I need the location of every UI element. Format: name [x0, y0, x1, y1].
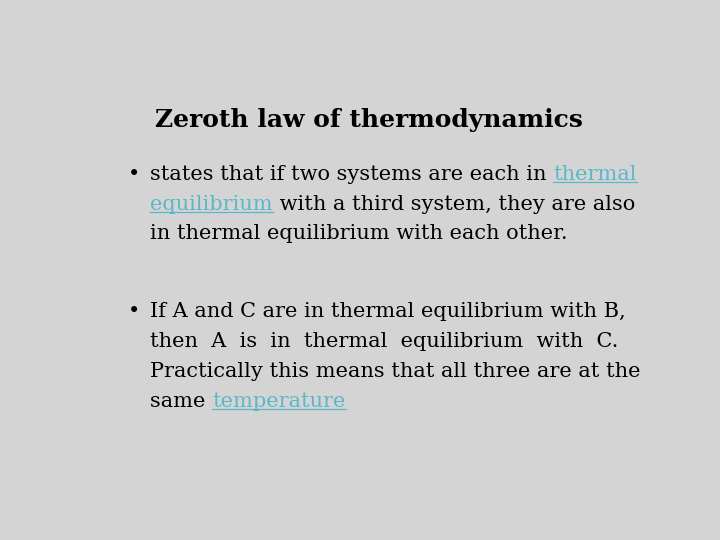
Text: equilibrium: equilibrium: [150, 194, 273, 213]
Text: with a third system, they are also: with a third system, they are also: [273, 194, 635, 213]
Text: temperature: temperature: [212, 392, 346, 410]
Text: Practically this means that all three are at the: Practically this means that all three ar…: [150, 362, 641, 381]
Text: thermal: thermal: [554, 165, 637, 184]
Text: states that if two systems are each in: states that if two systems are each in: [150, 165, 554, 184]
Text: •: •: [128, 165, 140, 184]
Text: same: same: [150, 392, 212, 410]
Text: Zeroth law of thermodynamics: Zeroth law of thermodynamics: [155, 109, 583, 132]
Text: in thermal equilibrium with each other.: in thermal equilibrium with each other.: [150, 225, 568, 244]
Text: •: •: [128, 302, 140, 321]
Text: If A and C are in thermal equilibrium with B,: If A and C are in thermal equilibrium wi…: [150, 302, 626, 321]
Text: then  A  is  in  thermal  equilibrium  with  C.: then A is in thermal equilibrium with C.: [150, 332, 618, 351]
